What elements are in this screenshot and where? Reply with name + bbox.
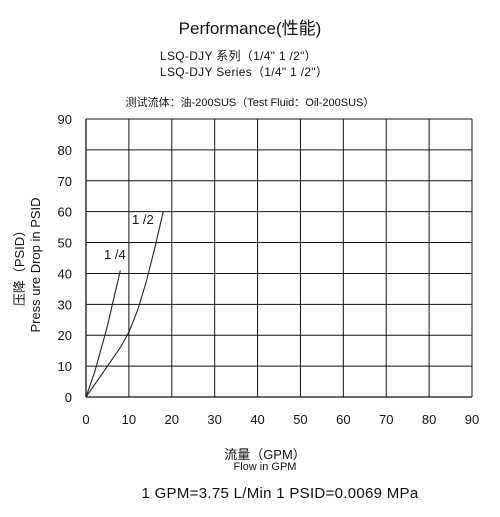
test-fluid-note: 测试流体：油-200SUS（Test Fluid：Oil-200SUS）: [125, 97, 375, 109]
series-line: [85, 211, 164, 398]
tick-labels: 0 10 20 30 40 50 60 70 80 90 0 10 20 30 40 50 60 70 80 90: [58, 112, 480, 427]
conversion-footer: 1 GPM=3.75 L/Min 1 PSID=0.0069 MPa: [141, 485, 419, 502]
x-tick-label: 30: [207, 412, 221, 427]
x-tick-label: 50: [293, 412, 307, 427]
y-tick-label: 80: [58, 143, 72, 158]
series-line: [85, 270, 121, 398]
y-tick-label: 10: [58, 359, 72, 374]
series-labels: 1 /4 1 /2: [104, 212, 154, 262]
x-axis-label-cn: 流量（GPM）: [224, 447, 306, 462]
x-tick-label: 10: [122, 412, 136, 427]
series-lines: [85, 211, 164, 398]
y-tick-label: 90: [58, 112, 72, 127]
y-tick-label: 70: [58, 174, 72, 189]
series-label: 1 /2: [132, 212, 154, 227]
chart-subtitle-en: LSQ-DJY Series（1/4" 1 /2"）: [160, 65, 329, 79]
y-tick-label: 60: [58, 205, 72, 220]
y-tick-label: 40: [58, 266, 72, 281]
grid: [85, 118, 473, 398]
x-tick-label: 0: [82, 412, 89, 427]
x-tick-label: 70: [379, 412, 393, 427]
y-tick-label: 50: [58, 236, 72, 251]
x-axis-label-en: Flow in GPM: [233, 461, 297, 473]
y-tick-label: 30: [58, 297, 72, 312]
x-tick-label: 60: [336, 412, 350, 427]
series-label: 1 /4: [104, 247, 126, 262]
y-tick-label: 0: [65, 390, 72, 405]
chart-subtitle-cn: LSQ-DJY 系列（1/4" 1 /2"）: [160, 49, 317, 63]
x-tick-label: 40: [250, 412, 264, 427]
x-tick-label: 90: [465, 412, 479, 427]
chart-title: Performance(性能): [178, 19, 322, 38]
x-tick-label: 20: [165, 412, 179, 427]
x-tick-label: 80: [422, 412, 436, 427]
y-tick-label: 20: [58, 328, 72, 343]
